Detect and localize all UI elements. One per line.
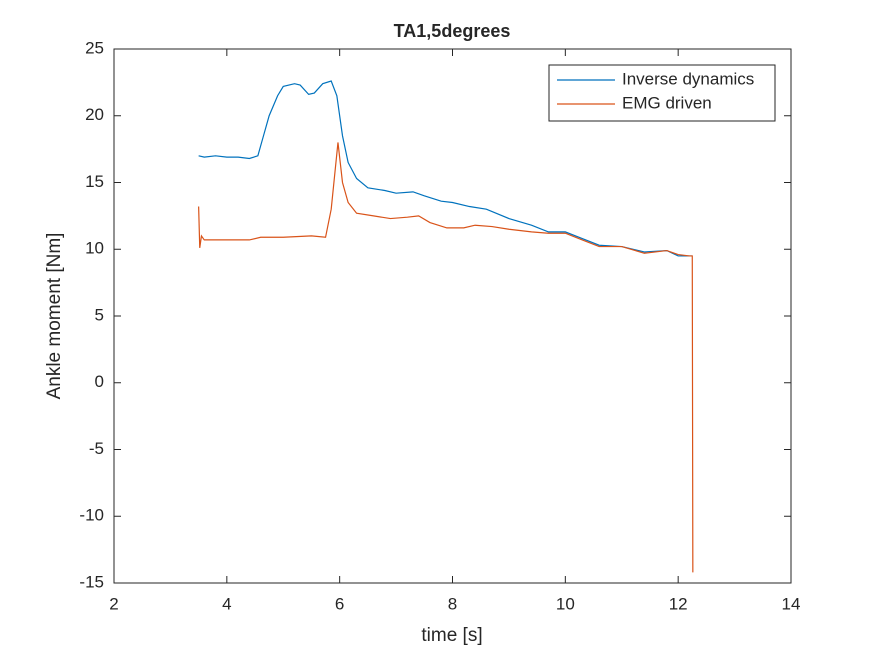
x-tick-label: 10 [556, 594, 575, 613]
plot-area [113, 48, 792, 584]
y-tick-label: 0 [95, 372, 104, 391]
y-tick-label: 5 [95, 305, 104, 324]
x-tick-label: 14 [782, 594, 801, 613]
legend-box [548, 64, 776, 122]
chart-title: TA1,5degrees [394, 21, 511, 41]
line-series [198, 142, 694, 573]
y-tick-label: 15 [85, 172, 104, 191]
y-axis-label: Ankle moment [Nm] [44, 233, 65, 400]
x-tick-label: 2 [109, 594, 118, 613]
y-tick-label: -10 [79, 506, 104, 525]
line-series [198, 80, 693, 257]
y-tick-label: -15 [79, 572, 104, 591]
x-tick-label: 6 [335, 594, 344, 613]
x-tick-label: 12 [669, 594, 688, 613]
legend-label: EMG driven [622, 93, 712, 112]
x-axis-label: time [s] [421, 625, 482, 646]
x-tick-label: 8 [448, 594, 457, 613]
y-tick-label: 10 [85, 239, 104, 258]
y-tick-label: 25 [85, 38, 104, 57]
x-tick-label: 4 [222, 594, 231, 613]
y-tick-label: 20 [85, 105, 104, 124]
legend-label: Inverse dynamics [622, 69, 754, 88]
y-tick-label: -5 [89, 439, 104, 458]
